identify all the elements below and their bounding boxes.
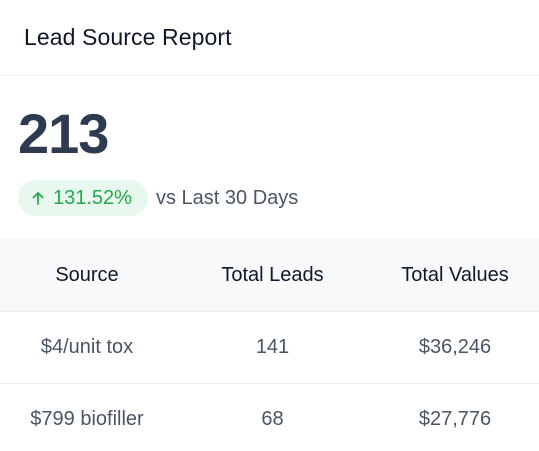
- comparison-period: vs Last 30 Days: [155, 186, 299, 209]
- cell-total-value: $36,246: [371, 311, 539, 384]
- cell-total-value: $27,776: [371, 383, 539, 451]
- delta-row: 131.52% vs Last 30 Days: [18, 180, 539, 216]
- table-header-row: Source Total Leads Total Values: [0, 239, 539, 312]
- cell-source: $799 biofiller: [0, 383, 174, 451]
- report-title: Lead Source Report: [24, 24, 232, 50]
- cell-total-leads: 141: [174, 311, 371, 384]
- total-leads-value: 213: [18, 102, 109, 165]
- table-row: $4/unit tox 141 $36,246: [0, 311, 539, 384]
- cell-source: $4/unit tox: [0, 311, 174, 384]
- cell-total-leads: 68: [174, 383, 371, 451]
- lead-source-table: Source Total Leads Total Values $4/unit …: [0, 239, 539, 451]
- card-header: Lead Source Report: [0, 0, 539, 76]
- column-header-total-values[interactable]: Total Values: [371, 239, 539, 312]
- arrow-up-icon: [32, 192, 44, 205]
- table-row: $799 biofiller 68 $27,776: [0, 383, 539, 451]
- delta-percentage: 131.52%: [53, 186, 132, 209]
- column-header-source[interactable]: Source: [0, 239, 174, 312]
- delta-badge: 131.52%: [18, 180, 148, 216]
- column-header-total-leads[interactable]: Total Leads: [174, 239, 371, 312]
- metric-summary: 213 131.52% vs Last 30 Days: [0, 76, 539, 239]
